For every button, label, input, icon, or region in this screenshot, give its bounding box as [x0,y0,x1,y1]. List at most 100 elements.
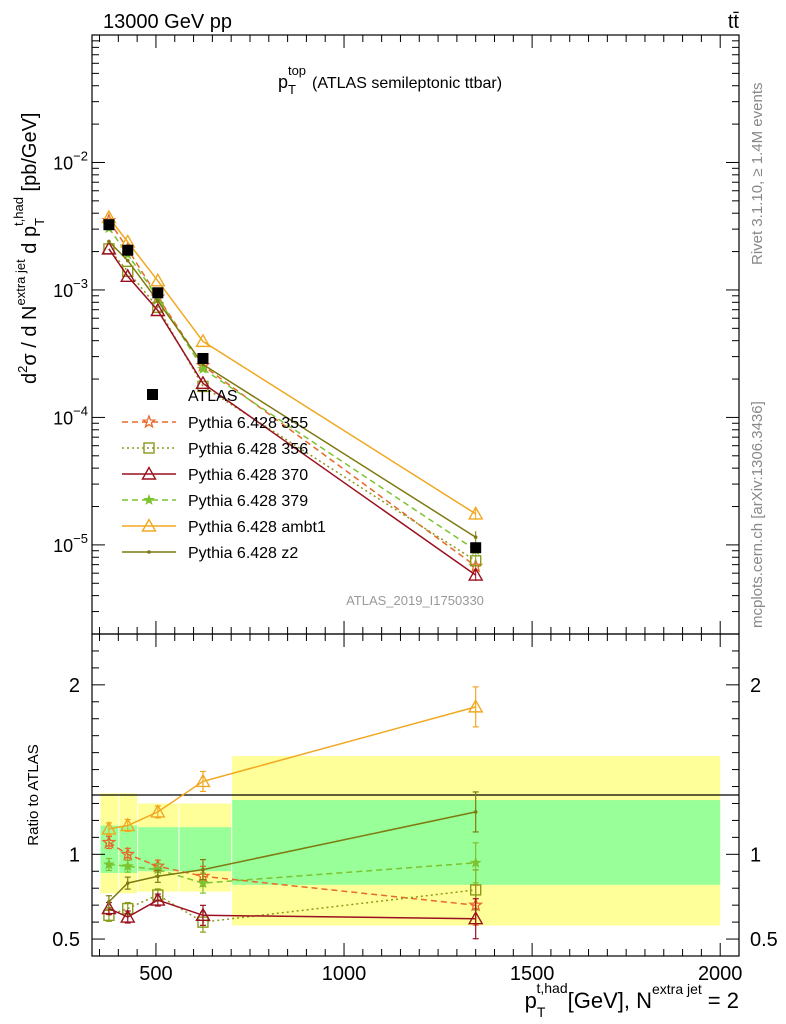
ratio-band-green [100,825,119,873]
ratio-series-379 [103,842,482,894]
ratio-series-z2 [105,791,479,909]
main-y-axis-label: d2σ / d Nextra jet d pTt,had [pb/GeV] [11,113,47,384]
main-series-point [120,268,136,282]
main-panel: 10−2 10−3 10−4 10−5 pTtop (ATLAS semileptoni… [11,34,740,635]
x-tick-label: 2000 [698,963,743,985]
ratio-series-point [120,817,136,832]
legend-label: Pythia 6.428 z2 [188,545,298,562]
ratio-y-tick-label-left: 2 [69,675,80,697]
ratio-series-point [101,900,117,915]
ratio-series-point [156,874,160,879]
x-tick-label: 500 [139,963,172,985]
analysis-id-label: ATLAS_2019_I1750330 [346,593,484,608]
ratio-uncertainty-bands [100,756,721,926]
main-series-point [467,505,484,520]
x-tick-label: 1000 [322,963,367,985]
main-series-point [467,567,484,581]
process-label: tt̄ [728,11,740,33]
ratio-y-tick-label-left: 0.5 [52,929,80,951]
atlas-data-point [470,542,482,554]
ratio-series-layer [101,686,484,940]
atlas-data-point [122,244,134,256]
main-series-point [125,258,130,263]
legend-marker [141,414,157,429]
atlas-data-point [103,219,115,231]
ratio-plot-frame [91,633,740,957]
x-tick-label: 1500 [510,963,555,985]
main-y-tick-label: 10−3 [53,276,88,301]
atlas-data-point [152,287,164,299]
main-series-370 [101,240,484,582]
atlas-data-layer [103,219,482,554]
legend-marker [141,518,157,532]
main-y-tick-label: 10−4 [53,403,88,428]
legend-label: Pythia 6.428 370 [188,467,308,484]
ratio-y-tick-label-right: 1 [750,844,761,866]
ratio-series-point [467,698,484,713]
atlas-data-point [197,352,209,364]
energy-label: 13000 GeV pp [103,11,232,33]
main-axis-ticks [92,34,739,635]
main-series-point [101,240,117,255]
svg-text:d2σ / d Nextra jet d pTt,had [: d2σ / d Nextra jet d pTt,had [pb/GeV] [11,113,47,384]
ratio-tick-labels: 0.5 0.5 1 1 2 2 500 1000 1500 2000 [52,675,778,985]
ratio-series-point [125,881,130,885]
main-series-line [108,248,477,576]
legend-atlas-label: ATLAS [188,388,238,405]
main-series-point [107,239,111,244]
main-series-line [108,217,477,515]
ratio-panel: 0.5 0.5 1 1 2 2 500 1000 1500 2000 Ratio to ATLAS… [25,633,778,1020]
ratio-series-point [120,909,136,923]
ratio-series-line [108,862,476,884]
legend-marker [143,442,155,454]
ratio-series-point [107,899,111,904]
x-axis-label: pTt,had[GeV], Nextra jet = 2 [525,980,739,1020]
ratio-band-green [179,827,232,872]
legend-label: Pythia 6.428 379 [188,493,308,510]
title-main: p [278,72,288,92]
ratio-series-point [195,907,211,922]
ratio-series-point [150,804,166,818]
main-y-tick-labels: 10−2 10−3 10−4 10−5 [53,148,88,555]
rivet-version-label: Rivet 3.1.10, ≥ 1.4M events [749,83,766,266]
legend-marker [141,466,157,480]
ratio-series-370 [101,892,484,940]
ratio-series-point [197,876,209,889]
ratio-series-point [201,867,205,872]
legend-label: Pythia 6.428 355 [188,415,308,432]
ratio-series-point [467,910,484,925]
main-series-line [108,248,477,562]
ratio-series-point [195,773,211,788]
main-y-tick-label: 10−5 [53,531,88,556]
ratio-series-point [150,892,166,906]
main-series-point [150,272,166,287]
title-subscript: T [288,82,296,97]
ratio-series-point [103,858,115,870]
ratio-y-tick-label-right: 0.5 [750,929,778,951]
ratio-series-point [469,856,482,868]
ratio-series-point [120,846,136,861]
mcplots-label: mcplots.cern.ch [arXiv:1306.3436] [749,401,766,628]
ratio-series-point [101,834,117,849]
ratio-series-point [101,820,117,835]
main-series-point [195,333,211,348]
legend-label: Pythia 6.428 ambt1 [188,519,326,536]
main-series-point [195,375,211,390]
title-superscript: top [288,63,306,78]
legend-label: Pythia 6.428 356 [188,441,308,458]
chart-title: pTtop (ATLAS semileptonic ttbar) [278,63,502,97]
legend: ATLAS Pythia 6.428 355 Pythia 6.428 356 Py… [122,388,326,562]
ratio-axis-ticks [92,634,739,956]
ratio-y-tick-label-left: 1 [69,844,80,866]
legend-marker [143,493,155,505]
ratio-series-point [121,860,134,872]
main-series-point [156,299,160,303]
title-rest: (ATLAS semileptonic ttbar) [312,75,502,92]
ratio-y-tick-label-right: 2 [750,675,761,697]
main-series-z2 [107,239,478,544]
ratio-series-ambt1 [101,686,484,836]
legend-atlas-marker [147,389,158,400]
ratio-series-point [469,884,482,896]
main-series-point [150,302,166,317]
